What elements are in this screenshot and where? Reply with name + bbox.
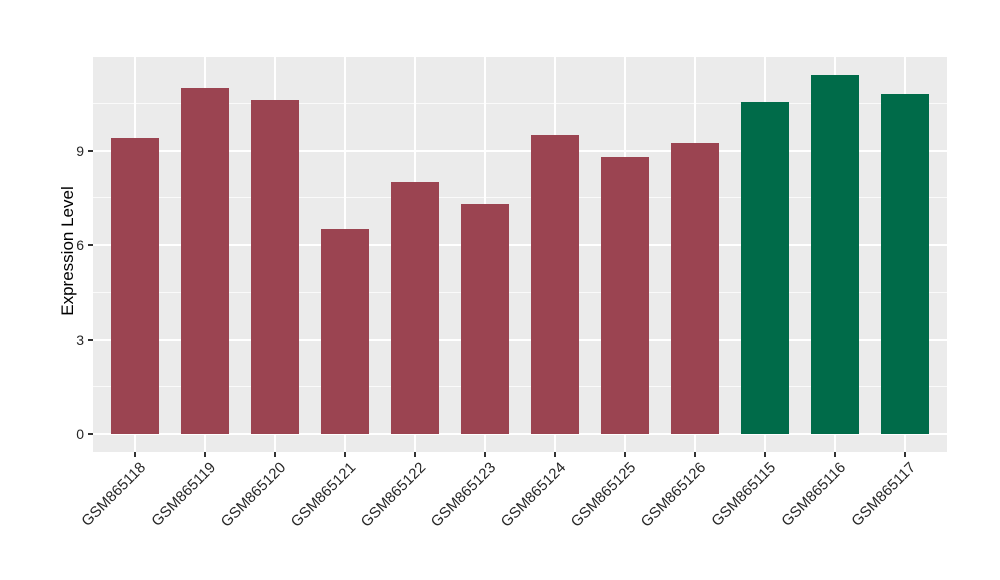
x-tick-mark xyxy=(484,452,486,457)
x-tick-label: GSM865126 xyxy=(637,459,710,531)
x-tick-mark xyxy=(554,452,556,457)
y-gridline-minor xyxy=(93,197,947,199)
y-gridline-major xyxy=(93,244,947,247)
x-tick-label: GSM865117 xyxy=(848,459,920,530)
y-gridline-major xyxy=(93,433,947,436)
y-tick-mark xyxy=(88,149,93,152)
y-gridline-major xyxy=(93,149,947,152)
bar-GSM865124 xyxy=(531,134,579,435)
x-tick-mark xyxy=(344,452,346,457)
y-tick-label: 9 xyxy=(76,142,84,159)
x-tick-mark xyxy=(764,452,766,457)
x-tick-mark xyxy=(834,452,836,457)
x-tick-label: GSM865125 xyxy=(567,459,640,531)
bar-GSM865122 xyxy=(391,182,439,435)
x-tick-label: GSM865121 xyxy=(287,459,360,531)
y-tick-label: 0 xyxy=(76,426,84,443)
x-tick-mark xyxy=(694,452,696,457)
bar-GSM865125 xyxy=(601,156,649,435)
x-tick-label: GSM865122 xyxy=(357,459,430,531)
x-tick-mark xyxy=(134,452,136,457)
x-tick-label: GSM865124 xyxy=(497,459,570,531)
y-gridline-minor xyxy=(93,291,947,293)
y-tick-mark xyxy=(88,433,93,436)
y-gridline-minor xyxy=(93,386,947,388)
x-tick-mark xyxy=(204,452,206,457)
x-tick-label: GSM865118 xyxy=(78,459,150,530)
x-tick-label: GSM865116 xyxy=(778,459,850,530)
x-tick-label: GSM865119 xyxy=(148,459,220,530)
y-tick-label: 3 xyxy=(76,331,84,348)
x-tick-mark xyxy=(274,452,276,457)
bar-GSM865117 xyxy=(881,93,929,435)
plot-panel xyxy=(93,57,947,452)
y-tick-mark xyxy=(88,244,93,247)
bar-GSM865121 xyxy=(321,229,369,435)
x-tick-label: GSM865123 xyxy=(427,459,500,531)
x-tick-label: GSM865120 xyxy=(217,459,290,531)
bar-GSM865123 xyxy=(461,204,509,435)
x-tick-mark xyxy=(414,452,416,457)
bar-GSM865126 xyxy=(671,142,719,435)
bar-GSM865120 xyxy=(251,100,299,435)
bar-GSM865116 xyxy=(811,74,859,435)
bar-GSM865119 xyxy=(181,87,229,435)
bar-GSM865115 xyxy=(741,101,789,435)
y-tick-mark xyxy=(88,338,93,341)
y-tick-label: 6 xyxy=(76,237,84,254)
bar-GSM865118 xyxy=(111,137,159,435)
x-tick-mark xyxy=(624,452,626,457)
x-tick-mark xyxy=(904,452,906,457)
x-tick-label: GSM865115 xyxy=(708,459,780,530)
y-gridline-minor xyxy=(93,102,947,104)
y-gridline-major xyxy=(93,338,947,341)
